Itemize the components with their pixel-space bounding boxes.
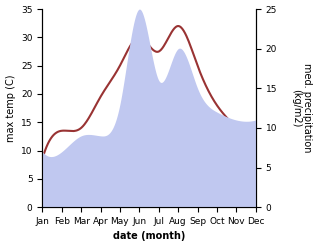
Y-axis label: max temp (C): max temp (C)	[5, 74, 16, 142]
X-axis label: date (month): date (month)	[113, 231, 185, 242]
Y-axis label: med. precipitation
(kg/m2): med. precipitation (kg/m2)	[291, 63, 313, 153]
